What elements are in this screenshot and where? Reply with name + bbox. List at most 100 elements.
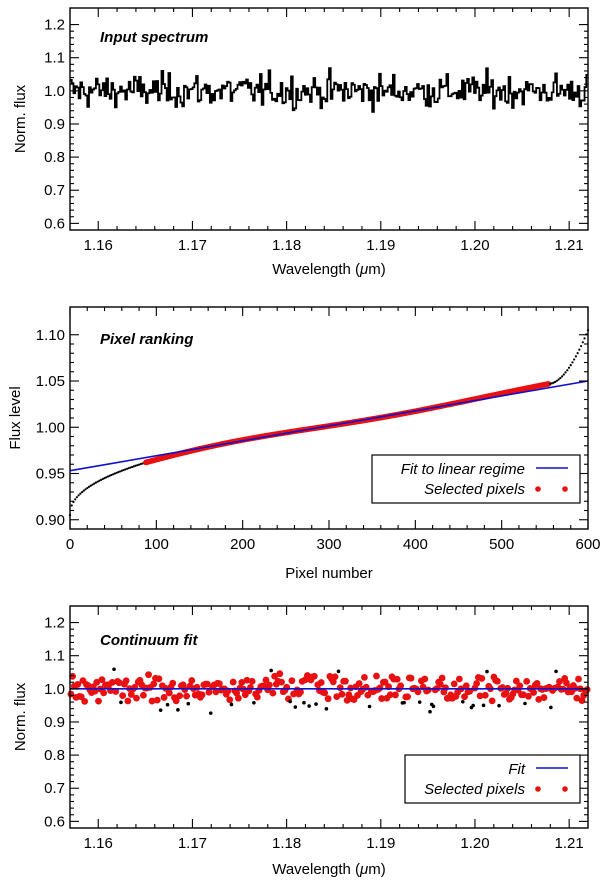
selected-pixel-point	[155, 675, 163, 683]
ranked-pixel-point	[552, 381, 555, 384]
panel-1-ylabel: Norm. flux	[12, 84, 29, 153]
selected-pixel-point	[414, 688, 422, 696]
panel-2-legend-selected-label: Selected pixels	[424, 481, 525, 498]
selected-pixel-point	[205, 688, 213, 696]
panel-3-legend: Fit Selected pixels	[404, 754, 581, 804]
panel-3-legend-selected-label: Selected pixels	[424, 781, 525, 798]
panel-pixel-ranking: 0 100 200 300 400 500 6000.900.951.001.051.10 …	[7, 306, 600, 582]
x-tick-label: 300	[316, 536, 341, 553]
pixel-point	[485, 669, 489, 674]
selected-pixel-point	[373, 672, 380, 680]
ranked-pixel-point	[115, 471, 118, 474]
ranked-pixel-point	[117, 471, 120, 474]
panel-3-frame	[69, 605, 589, 829]
panel-3-legend-selected-dot-2	[562, 786, 568, 792]
ranked-pixel-point	[82, 489, 85, 492]
panel-3-xlabel: Wavelength (μm)	[272, 861, 386, 878]
ranked-pixel-point	[131, 465, 134, 469]
pixel-point	[481, 703, 486, 708]
pixel-point	[461, 699, 465, 704]
selected-pixel-point	[525, 692, 532, 700]
ranked-pixel-point	[134, 464, 137, 467]
panel-3-ticks: 1.16 1.17 1.18 1.19 1.20 1.21 0.6 0.7 0.8 0.9 1.0 1…	[44, 606, 588, 852]
ranked-pixel-point	[557, 378, 560, 381]
selected-pixel-point	[100, 689, 108, 697]
x-tick-label: 1.19	[366, 835, 395, 852]
pixel-point	[471, 703, 475, 708]
pixel-point	[302, 700, 306, 705]
selected-pixel-point	[478, 675, 486, 682]
panel-3-title: Continuum fit	[100, 632, 198, 649]
y-tick-label: 0.6	[44, 813, 65, 830]
selected-pixel-point	[172, 697, 180, 705]
pixel-point	[229, 702, 234, 707]
selected-pixel-point	[424, 686, 432, 694]
panel-2-legend-box	[371, 454, 581, 504]
ranked-pixel-point	[101, 477, 104, 481]
selected-pixel-point	[573, 694, 581, 702]
selected-pixel-point	[338, 690, 346, 698]
ranked-pixel-point	[118, 470, 122, 473]
pixel-point	[165, 702, 170, 707]
selected-pixel-point	[145, 671, 152, 679]
selected-pixel-point	[165, 689, 173, 697]
selected-pixel-point	[127, 691, 135, 698]
selected-pixel-point	[115, 679, 123, 687]
panel-1-frame	[69, 7, 589, 231]
selected-pixel-point	[407, 674, 415, 682]
pixel-point	[112, 667, 116, 672]
selected-pixel-point	[473, 680, 481, 687]
selected-pixel-point	[347, 684, 354, 692]
ranked-pixel-point	[561, 375, 564, 378]
y-tick-label: 1.0	[44, 681, 65, 698]
ranked-pixel-point	[99, 478, 103, 481]
selected-pixel-point	[324, 695, 332, 703]
selected-pixel-point	[360, 673, 368, 681]
selected-pixel-point	[378, 695, 386, 702]
ranked-pixel-point	[98, 479, 101, 482]
selected-pixel-point	[321, 689, 329, 697]
selected-pixel-point	[386, 691, 394, 699]
pixel-point	[314, 702, 318, 706]
selected-pixel-point	[119, 692, 127, 700]
ranked-pixel-point	[555, 379, 559, 382]
ranked-pixel-point	[113, 472, 116, 475]
ranked-pixel-point	[103, 477, 106, 480]
selected-pixel-point	[108, 678, 116, 686]
pixel-point	[497, 703, 501, 708]
panel-2-ylabel: Flux level	[7, 386, 24, 449]
selected-pixel-point	[535, 695, 543, 703]
pixel-point	[549, 705, 553, 710]
y-tick-label: 0.8	[44, 149, 65, 166]
ranked-pixel-point	[583, 337, 586, 340]
selected-pixel-point	[288, 677, 296, 685]
selected-pixel-point	[153, 696, 161, 704]
ranked-pixel-point	[108, 474, 111, 477]
selected-pixel-point	[436, 680, 444, 688]
ranked-pixel-point	[106, 475, 110, 478]
selected-pixel-point	[188, 677, 196, 684]
panel-3-legend-selected-dot-1	[535, 786, 541, 792]
selected-pixel-point	[442, 684, 449, 692]
panel-2-legend-fit-label: Fit to linear regime	[401, 461, 525, 478]
panel-input-spectrum: 1.16 1.17 1.18 1.19 1.20 1.21 0.6 0.7 0.8 0.9 1.0 1…	[12, 7, 589, 278]
selected-pixel-point	[545, 381, 552, 387]
pixel-point	[324, 707, 329, 711]
selected-pixel-point	[139, 691, 147, 699]
ranked-pixel-point	[578, 348, 581, 351]
pixel-point	[176, 708, 180, 712]
ranked-pixel-point	[581, 341, 584, 344]
ranked-pixel-point	[566, 369, 569, 372]
ranked-pixel-point	[559, 376, 562, 380]
y-tick-label: 0.9	[44, 116, 65, 133]
pixel-point	[417, 700, 422, 704]
x-tick-label: 100	[144, 536, 169, 553]
x-tick-label: 500	[489, 536, 514, 553]
selected-pixel-point	[243, 676, 251, 684]
ranked-pixel-point	[112, 473, 115, 476]
selected-pixel-point	[502, 689, 510, 697]
panel-1-xlabel: Wavelength (μm)	[272, 261, 386, 278]
pixel-point	[554, 669, 558, 674]
ranked-pixel-point	[79, 492, 82, 495]
selected-pixel-point	[226, 696, 234, 704]
